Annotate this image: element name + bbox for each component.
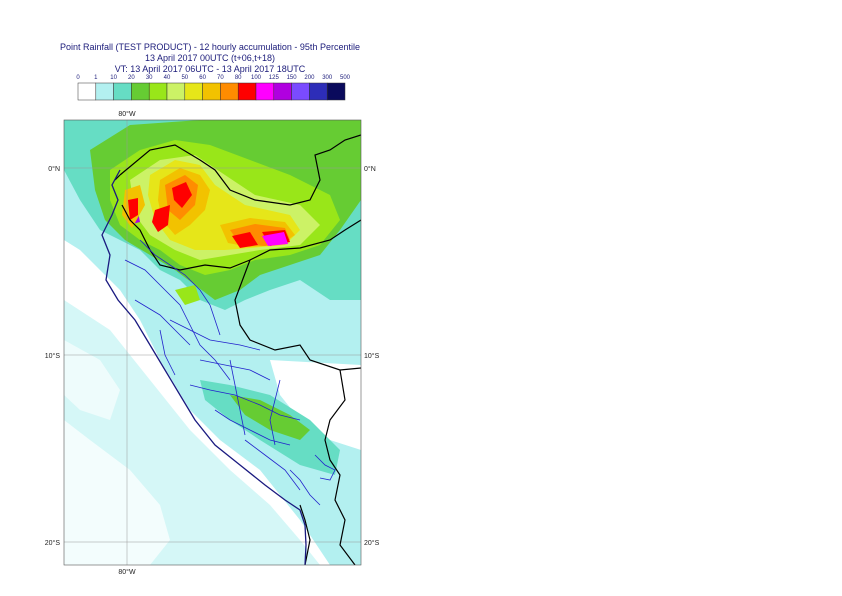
legend-threshold-label: 200 [304, 75, 315, 81]
coastline [101, 169, 307, 565]
admin-boundaries [124, 239, 336, 506]
legend-threshold-label: 1 [94, 75, 98, 81]
lat-label-left-10s: 10°S [45, 352, 61, 360]
legend-threshold-label: 70 [217, 75, 224, 81]
legend-threshold-label: 80 [235, 75, 242, 81]
legend-threshold-label: 40 [164, 75, 171, 81]
legend-threshold-label: 500 [340, 75, 351, 81]
legend-threshold-label: 100 [251, 75, 262, 81]
legend-swatch [326, 82, 346, 101]
rainfall-field [64, 120, 361, 565]
legend-threshold-label: 0 [76, 75, 80, 81]
legend-threshold-label: 20 [128, 75, 135, 81]
lon-label-top: 80°W [118, 110, 136, 118]
lon-label-bottom: 80°W [118, 568, 136, 576]
legend-threshold-label: 50 [181, 75, 188, 81]
map-title: Point Rainfall (TEST PRODUCT) - 12 hourl… [60, 42, 360, 52]
graticule [64, 120, 361, 565]
legend-threshold-label: 150 [287, 75, 298, 81]
lat-label-right-20s: 20°S [364, 539, 380, 547]
lat-label-left-0: 0°N [48, 165, 60, 173]
legend-threshold-label: 10 [110, 75, 117, 81]
legend-threshold-label: 30 [146, 75, 153, 81]
legend-threshold-label: 300 [322, 75, 333, 81]
map-subtitle-run: 13 April 2017 00UTC (t+06,t+18) [144, 53, 276, 63]
lat-label-right-10s: 10°S [364, 352, 380, 360]
country-borders [114, 134, 361, 565]
lat-label-left-20s: 20°S [45, 539, 61, 547]
colour-legend: 0 1 10 20 30 40 50 60 70 80 100 125 150 200 300 500 [76, 75, 351, 101]
legend-threshold-label: 60 [199, 75, 206, 81]
map-frame [63, 119, 362, 566]
map-subtitle-validity: VT: 13 April 2017 06UTC - 13 April 2017 … [114, 64, 306, 74]
legend-threshold-label: 125 [269, 75, 280, 81]
lat-label-right-0: 0°N [364, 165, 376, 173]
